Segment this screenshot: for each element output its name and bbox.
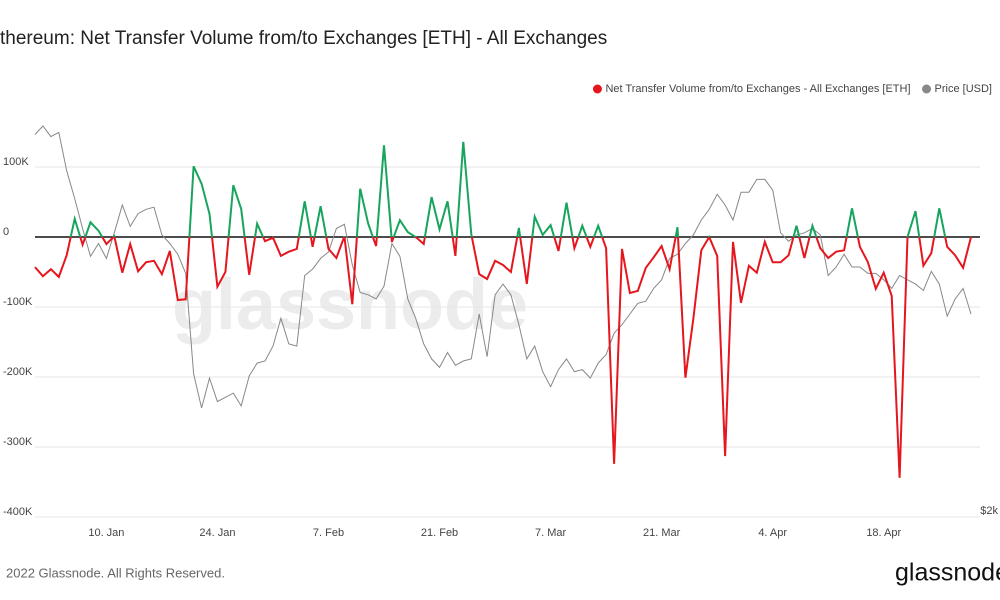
x-tick-label: 7. Feb <box>313 527 344 539</box>
net-line-positive <box>69 141 971 237</box>
y-tick-label: 0 <box>3 226 9 238</box>
y-tick-label: -300K <box>3 436 33 448</box>
y-tick-label: 100K <box>3 156 29 168</box>
y2-tick-label: $2k <box>980 505 998 517</box>
legend-label: Price [USD] <box>935 83 992 95</box>
x-tick-label: 18. Apr <box>866 527 901 539</box>
footer: 2022 Glassnode. All Rights Reserved. <box>6 565 225 580</box>
chart-title: thereum: Net Transfer Volume from/to Exc… <box>0 28 607 49</box>
net-line-negative <box>34 237 972 478</box>
x-tick-label: 4. Apr <box>758 527 787 539</box>
y-tick-label: -200K <box>3 366 33 378</box>
legend-swatch <box>922 84 932 94</box>
x-tick-label: 24. Jan <box>199 527 235 539</box>
y-tick-label: -400K <box>3 506 33 518</box>
logo: glassnode <box>895 559 1000 587</box>
y-tick-label: -100K <box>3 296 33 308</box>
x-tick-label: 21. Feb <box>421 527 458 539</box>
x-tick-label: 7. Mar <box>535 527 567 539</box>
legend-swatch <box>592 84 602 94</box>
x-tick-label: 21. Mar <box>643 527 681 539</box>
legend-label: Net Transfer Volume from/to Exchanges - … <box>605 83 910 95</box>
x-tick-label: 10. Jan <box>88 527 124 539</box>
